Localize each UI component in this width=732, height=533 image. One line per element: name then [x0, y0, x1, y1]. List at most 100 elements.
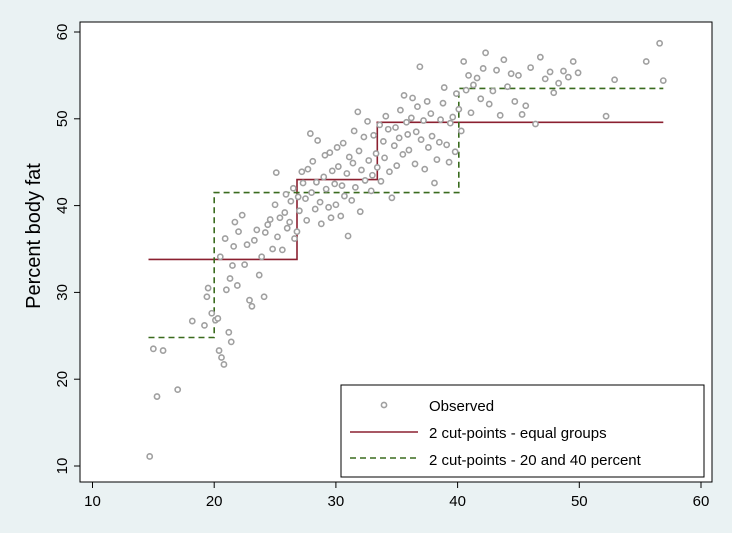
- observed-point: [416, 63, 424, 71]
- observed-point: [306, 130, 314, 137]
- x-tick-label: 30: [328, 493, 345, 510]
- observed-point: [291, 235, 298, 242]
- y-tick-label: 10: [54, 458, 71, 475]
- observed-point: [320, 173, 328, 181]
- observed-point: [390, 142, 398, 150]
- observed-point: [356, 208, 364, 216]
- observed-point: [238, 211, 246, 219]
- observed-point: [489, 87, 497, 95]
- observed-point: [412, 128, 420, 136]
- y-tick-label: 50: [54, 110, 71, 127]
- observed-point: [393, 162, 401, 170]
- observed-point: [382, 112, 390, 120]
- observed-point: [283, 224, 291, 232]
- observed-point: [314, 137, 322, 144]
- observed-point: [229, 262, 236, 269]
- observed-point: [424, 144, 432, 151]
- observed-point: [328, 167, 336, 175]
- observed-point: [272, 169, 280, 177]
- observed-point: [423, 98, 431, 105]
- observed-point: [443, 141, 451, 149]
- observed-point: [427, 110, 435, 117]
- observed-point: [477, 95, 485, 103]
- observed-point: [470, 81, 477, 89]
- observed-point: [611, 76, 618, 84]
- x-tick-label: 10: [84, 493, 101, 510]
- observed-point: [188, 317, 196, 325]
- observed-point: [225, 328, 233, 336]
- observed-point: [343, 170, 351, 177]
- observed-point: [201, 321, 208, 329]
- observed-point: [322, 185, 330, 193]
- observed-point: [316, 198, 324, 206]
- observed-point: [467, 109, 475, 117]
- observed-point: [243, 241, 251, 249]
- observed-point: [255, 271, 263, 279]
- observed-point: [536, 53, 544, 61]
- observed-point: [293, 228, 301, 236]
- observed-point: [370, 131, 378, 139]
- observed-point: [446, 119, 454, 127]
- observed-point: [479, 65, 487, 72]
- observed-point: [299, 179, 307, 187]
- observed-point: [373, 164, 381, 171]
- observed-point: [258, 253, 266, 261]
- observed-point: [321, 151, 329, 159]
- observed-point: [452, 90, 460, 98]
- observed-point: [222, 286, 230, 294]
- observed-point: [149, 345, 157, 353]
- observed-point: [327, 214, 335, 222]
- observed-point: [303, 216, 311, 224]
- observed-point: [564, 73, 572, 81]
- observed-point: [294, 193, 302, 201]
- observed-point: [550, 89, 558, 97]
- observed-point: [274, 233, 281, 241]
- observed-point: [409, 94, 416, 102]
- observed-point: [403, 118, 410, 126]
- observed-point: [227, 338, 235, 346]
- observed-point: [226, 275, 234, 282]
- y-axis: 10 20 30 40 50 60: [54, 24, 80, 475]
- observed-point: [241, 261, 249, 269]
- observed-point: [400, 91, 408, 99]
- x-tick-label: 60: [693, 493, 710, 510]
- observed-point: [253, 226, 261, 234]
- observed-point: [339, 139, 347, 147]
- observed-point: [276, 214, 284, 222]
- observed-point: [221, 235, 229, 242]
- observed-point: [174, 386, 182, 394]
- legend-label-equal-groups: 2 cut-points - equal groups: [429, 425, 607, 442]
- observed-point: [341, 192, 348, 200]
- observed-point: [361, 177, 369, 184]
- observed-point: [460, 58, 468, 65]
- observed-point: [298, 168, 306, 176]
- observed-point: [246, 296, 253, 304]
- observed-point: [286, 218, 294, 226]
- observed-point: [602, 112, 610, 120]
- observed-point: [220, 361, 228, 368]
- observed-point: [439, 99, 447, 107]
- observed-point: [465, 72, 472, 79]
- observed-point: [411, 160, 419, 168]
- observed-point: [334, 163, 342, 170]
- observed-point: [431, 179, 438, 187]
- y-tick-label: 30: [54, 284, 71, 301]
- observed-point: [349, 159, 357, 167]
- observed-point: [455, 105, 463, 113]
- observed-point: [345, 153, 353, 161]
- observed-point: [159, 347, 167, 354]
- observed-point: [271, 201, 279, 209]
- observed-point: [377, 177, 385, 185]
- observed-point: [231, 218, 239, 226]
- observed-point: [287, 197, 295, 205]
- observed-point: [457, 127, 465, 135]
- observed-point: [360, 133, 368, 141]
- observed-point: [230, 242, 238, 250]
- observed-point: [462, 86, 470, 94]
- observed-point: [384, 125, 392, 133]
- legend-marker-observed: [380, 401, 388, 409]
- observed-point: [338, 182, 346, 190]
- observed-point: [216, 253, 224, 261]
- observed-point: [332, 201, 340, 209]
